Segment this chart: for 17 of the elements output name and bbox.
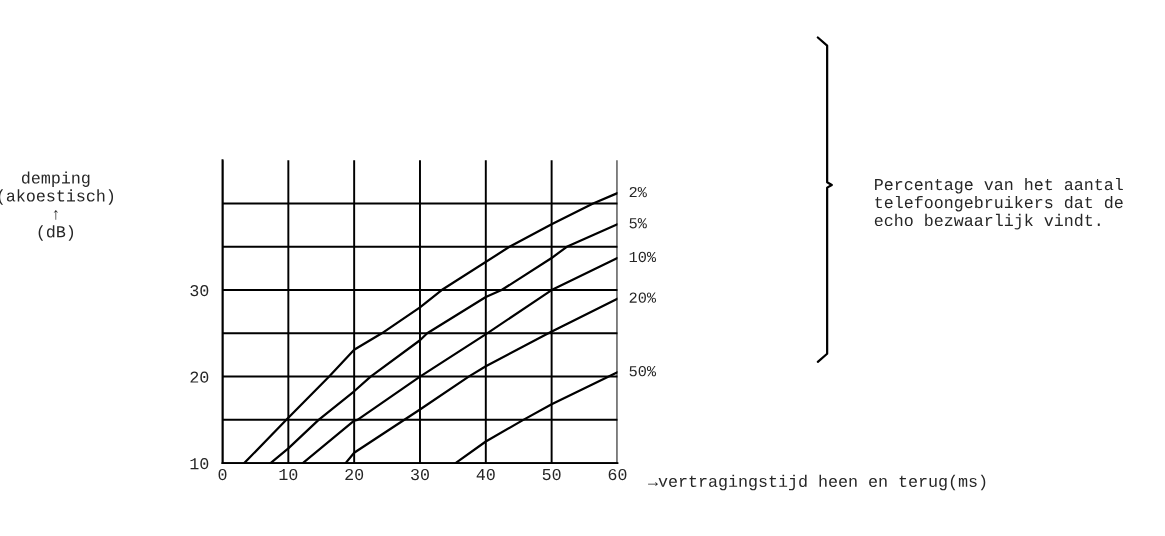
y-tick-label: 20 [190,371,209,383]
x-tick-label: 60 [608,468,627,481]
y-tick-label: 30 [190,284,209,297]
x-tick-label: 50 [542,468,561,481]
x-tick-label: 20 [345,468,364,481]
x-axis-title: →vertragingstijd heen en terug(ms) [648,474,986,491]
series-label: 5% [629,218,647,229]
series-label: 20% [629,292,657,303]
x-tick-label: 30 [411,468,429,481]
series-label: 50% [629,365,657,377]
x-tick-label: 10 [279,468,298,481]
series-label: 10% [629,251,657,263]
y-tick-label: 10 [190,457,209,470]
series-label: 2% [629,186,647,198]
text: Percentage van het aantal telefoongebruikers dat de echo bezwaarlijk vindt. [874,177,1123,230]
x-tick-label: 40 [476,468,495,481]
x-tick-label: 0 [218,468,227,481]
